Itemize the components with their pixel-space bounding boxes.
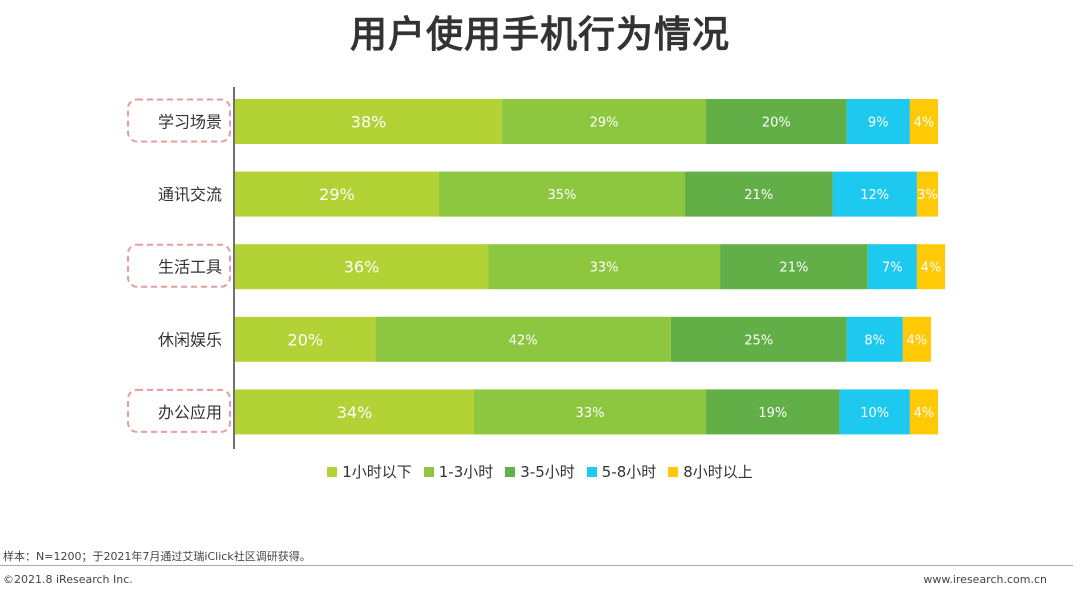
bar-segment <box>916 171 938 217</box>
data-label: 20% <box>762 116 791 131</box>
legend-item: 3-5小时 <box>505 461 575 482</box>
data-label: 10% <box>860 406 889 421</box>
legend-swatch <box>586 466 597 477</box>
data-label: 33% <box>576 406 605 421</box>
category-label: 通讯交流 <box>158 185 222 204</box>
category-label: 学习场景 <box>158 113 222 132</box>
data-label: 19% <box>758 406 787 421</box>
category-label: 休闲娱乐 <box>158 330 222 349</box>
legend-swatch <box>668 466 679 477</box>
bar-segment <box>846 99 910 144</box>
legend-item: 8小时以上 <box>668 461 753 482</box>
data-label: 4% <box>907 333 928 348</box>
bar-segment <box>502 99 707 144</box>
bar-segment <box>720 244 868 290</box>
data-label: 9% <box>868 116 889 131</box>
bar-segment <box>375 316 671 362</box>
data-label: 4% <box>914 116 935 131</box>
footer-divider <box>0 565 1073 566</box>
bar-segment <box>916 244 946 290</box>
bar-segment <box>438 171 685 217</box>
bar-segment <box>909 389 938 435</box>
category-label: 办公应用 <box>158 403 222 422</box>
bar-segment <box>909 99 938 144</box>
legend-item: 1-3小时 <box>423 461 494 482</box>
bar-segment <box>235 316 376 362</box>
bar-segment <box>846 316 903 362</box>
legend-swatch <box>423 466 434 477</box>
legend-item: 1小时以下 <box>327 461 412 482</box>
data-label: 8% <box>864 333 885 348</box>
bar-segment <box>706 389 840 435</box>
data-label: 4% <box>921 261 942 276</box>
bar-segment <box>706 99 847 144</box>
data-label: 29% <box>319 185 355 204</box>
data-label: 4% <box>914 406 935 421</box>
data-label: 33% <box>590 261 619 276</box>
data-label: 29% <box>590 116 619 131</box>
bar-segment <box>867 244 917 290</box>
legend-label: 3-5小时 <box>520 463 575 481</box>
legend-label: 1小时以下 <box>342 463 412 481</box>
website-text: www.iresearch.com.cn <box>923 573 1047 586</box>
data-label: 12% <box>860 188 889 203</box>
category-label: 生活工具 <box>158 258 222 277</box>
data-label: 21% <box>744 188 773 203</box>
bar-segment <box>235 389 475 435</box>
legend-swatch <box>327 466 338 477</box>
category-highlight-box <box>127 98 231 143</box>
bar-segment <box>235 99 503 144</box>
data-label: 35% <box>547 188 576 203</box>
chart-title: 用户使用手机行为情况 <box>350 13 730 56</box>
data-label: 3% <box>917 188 938 203</box>
legend-label: 1-3小时 <box>438 463 494 481</box>
data-label: 34% <box>337 403 373 422</box>
bar-segment <box>832 171 917 217</box>
bars-layer: 38% 29% 20% 9% 4% 29% 35% 21% 12% 3% 36% 33% 21% 7% 4%… <box>235 99 946 435</box>
bar-segment <box>488 244 721 290</box>
data-label: 20% <box>288 330 324 349</box>
data-label: 7% <box>882 261 903 276</box>
legend-item: 5-8小时 <box>586 461 657 482</box>
data-label: 25% <box>744 333 773 348</box>
bar-segment <box>670 316 847 362</box>
category-highlight-box <box>127 388 231 433</box>
legend: 1小时以下 1-3小时 3-5小时 5-8小时 8小时以上 <box>0 461 1080 482</box>
legend-label: 8小时以上 <box>683 463 753 481</box>
data-label: 21% <box>779 261 808 276</box>
category-highlight-box <box>127 243 231 288</box>
bar-segment <box>839 389 910 435</box>
bar-segment <box>474 389 707 435</box>
data-label: 42% <box>509 333 538 348</box>
bar-segment <box>902 316 931 362</box>
legend-swatch <box>505 466 516 477</box>
legend-label: 5-8小时 <box>601 463 657 481</box>
data-label: 38% <box>351 113 387 132</box>
bar-segment <box>684 171 833 217</box>
bar-segment <box>235 244 489 290</box>
bar-segment <box>235 171 439 217</box>
data-label: 36% <box>344 258 380 277</box>
sample-note: 样本：N=1200；于2021年7月通过艾瑞iClick社区调研获得。 <box>3 550 311 563</box>
copyright-text: ©2021.8 iResearch Inc. <box>3 573 133 586</box>
